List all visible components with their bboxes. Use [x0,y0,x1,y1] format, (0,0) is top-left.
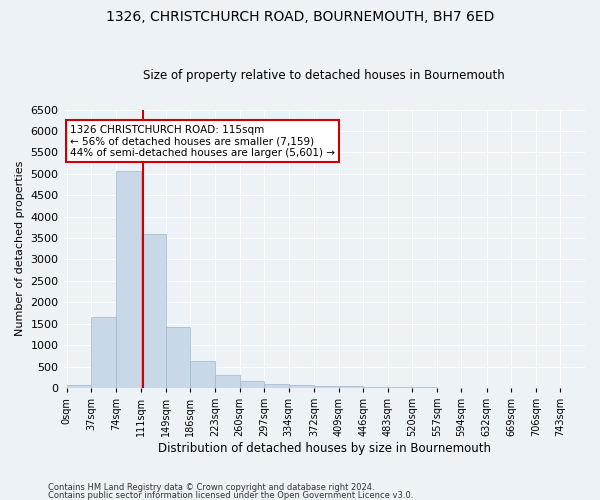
Bar [215,375,239,388]
Title: Size of property relative to detached houses in Bournemouth: Size of property relative to detached ho… [143,69,505,82]
Text: 1326 CHRISTCHURCH ROAD: 115sqm
← 56% of detached houses are smaller (7,159)
44% : 1326 CHRISTCHURCH ROAD: 115sqm ← 56% of … [70,124,335,158]
Bar [289,384,314,388]
Bar [91,318,116,388]
Bar [190,361,215,388]
Bar [338,386,363,388]
Bar [116,170,140,388]
Text: 1326, CHRISTCHURCH ROAD, BOURNEMOUTH, BH7 6ED: 1326, CHRISTCHURCH ROAD, BOURNEMOUTH, BH… [106,10,494,24]
Bar [239,382,264,388]
Y-axis label: Number of detached properties: Number of detached properties [15,161,25,336]
Bar [140,234,166,388]
Text: Contains public sector information licensed under the Open Government Licence v3: Contains public sector information licen… [48,490,413,500]
Bar [166,327,190,388]
Bar [264,384,289,388]
Text: Contains HM Land Registry data © Crown copyright and database right 2024.: Contains HM Land Registry data © Crown c… [48,484,374,492]
Bar [67,384,91,388]
X-axis label: Distribution of detached houses by size in Bournemouth: Distribution of detached houses by size … [158,442,491,455]
Bar [363,386,388,388]
Bar [314,386,338,388]
